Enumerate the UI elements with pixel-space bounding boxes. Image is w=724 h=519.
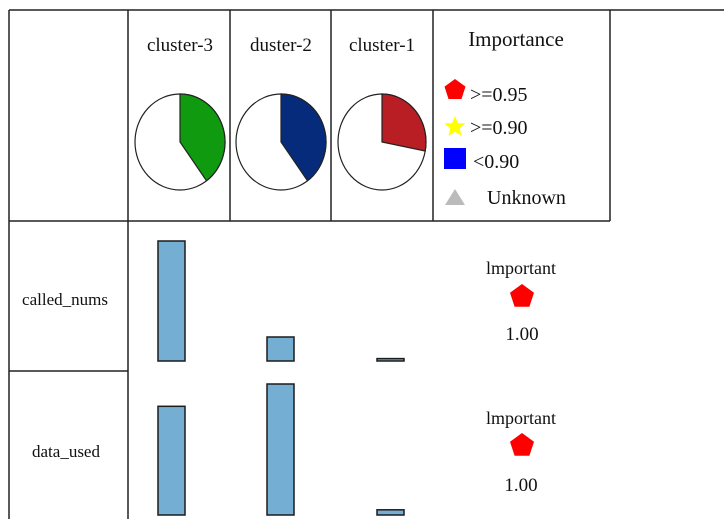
- importance-pentagon-icon-1: [510, 284, 534, 307]
- pie-slice: [280, 93, 327, 182]
- cluster-3-pie: [134, 93, 226, 191]
- row-label-1: called_nums: [22, 290, 108, 309]
- cluster-header-2: duster-2: [250, 35, 312, 56]
- duster-2-pie: [235, 93, 327, 191]
- importance-pentagon-icon-2: [510, 433, 534, 456]
- grid-lines: [8, 9, 724, 519]
- pie-slice: [381, 93, 427, 152]
- bar-called_nums-cluster-1: [376, 357, 405, 362]
- bar-data_used-duster-2: [266, 383, 295, 516]
- bar-data_used-cluster-1: [376, 509, 405, 516]
- bars-group: [157, 240, 405, 516]
- legend-label-3: <0.90: [473, 151, 519, 173]
- legend-title: Importance: [468, 27, 564, 51]
- cluster-1-pie: [337, 93, 427, 191]
- importance-label-1: lmportant: [486, 258, 556, 278]
- legend-square-icon: [444, 148, 466, 169]
- legend-triangle-icon: [445, 189, 465, 205]
- legend-label-2: >=0.90: [470, 117, 528, 139]
- bar-data_used-cluster-3: [157, 405, 186, 516]
- importance-value-2: 1.00: [504, 475, 537, 496]
- legend-label-1: >=0.95: [470, 84, 528, 106]
- cluster-header-1: cluster-3: [147, 35, 213, 56]
- importance-label-2: lmportant: [486, 408, 556, 428]
- bar-called_nums-cluster-3: [157, 240, 186, 362]
- cluster-header-3: cluster-1: [349, 35, 415, 56]
- legend-star-icon: [444, 116, 466, 136]
- row-label-2: data_used: [32, 442, 100, 461]
- legend-label-4: Unknown: [487, 187, 566, 209]
- pie-slice: [179, 93, 226, 182]
- importance-value-1: 1.00: [505, 324, 538, 345]
- legend-pentagon-icon: [444, 79, 466, 99]
- bar-called_nums-duster-2: [266, 336, 295, 362]
